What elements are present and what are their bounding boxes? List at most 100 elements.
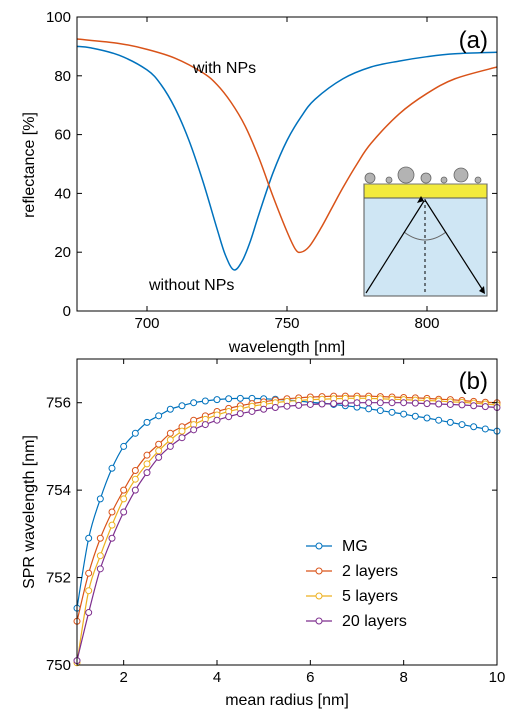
- data-point: [155, 412, 163, 420]
- panel-a-y-tick-label: 40: [54, 185, 71, 202]
- legend-marker-20-layers: [315, 617, 323, 625]
- panel-b-axes-box: [76, 358, 498, 666]
- panel-b-x-axis-label: mean radius [nm]: [225, 692, 349, 709]
- data-point: [388, 399, 396, 407]
- data-point: [271, 404, 279, 412]
- legend: MG 2 layers 5 layers 20 layers: [306, 538, 407, 630]
- panel-a-y-tick-label: 100: [46, 9, 71, 26]
- legend-label-5-layers: 5 layers: [342, 588, 398, 605]
- data-point: [120, 442, 128, 450]
- data-point: [131, 475, 139, 483]
- annotation-without-nps: without NPs: [148, 277, 234, 294]
- data-point: [190, 399, 198, 407]
- data-point: [143, 451, 151, 459]
- series-mg: [73, 394, 501, 612]
- panel-a-x-tick-label: 800: [414, 315, 439, 332]
- panel-b-x-tick-label: 10: [489, 669, 506, 686]
- data-point: [400, 399, 408, 407]
- panel-b-x-tick-label: 4: [213, 669, 221, 686]
- data-point: [248, 407, 256, 415]
- panel-b-y-axis-label: SPR wavelength [nm]: [21, 435, 38, 589]
- data-point: [318, 400, 326, 408]
- panel-a-y-axis-label: reflectance [%]: [21, 112, 38, 218]
- data-point: [411, 399, 419, 407]
- data-point: [85, 587, 93, 595]
- series-line-20-layers: [76, 402, 498, 661]
- series-2-layers: [73, 392, 501, 625]
- data-point: [458, 421, 466, 429]
- data-point: [236, 394, 244, 402]
- data-point: [435, 416, 443, 424]
- panel-a-y-tick-label: 80: [54, 68, 71, 85]
- data-point: [283, 402, 291, 410]
- series-line-with-nps: [77, 38, 497, 254]
- series-line-2-layers: [76, 395, 498, 622]
- data-point: [178, 434, 186, 442]
- data-point: [353, 399, 361, 407]
- panel-b-y-tick-label: 754: [46, 482, 71, 499]
- data-point: [143, 418, 151, 426]
- data-point: [330, 400, 338, 408]
- nanoparticle: [364, 172, 376, 184]
- reflected-arrowhead: [479, 286, 485, 294]
- data-point: [143, 460, 151, 468]
- reflected-beam: [424, 199, 485, 293]
- legend-label-2-layers: 2 layers: [342, 563, 398, 580]
- data-point: [120, 495, 128, 503]
- incident-arrowhead: [417, 196, 424, 203]
- panel-a-y-tick-label: 20: [54, 244, 71, 261]
- nanoparticle: [440, 176, 448, 184]
- data-point: [225, 395, 233, 403]
- series-5-layers: [73, 394, 501, 667]
- nanoparticle: [474, 176, 482, 184]
- legend-marker-2-layers: [315, 567, 323, 575]
- data-point: [190, 426, 198, 434]
- panel-b-y-tick-label: 752: [46, 570, 71, 587]
- nanoparticle: [453, 167, 469, 183]
- panel-a-y-tick-label: 60: [54, 127, 71, 144]
- data-point: [423, 414, 431, 422]
- legend-label-20-layers: 20 layers: [342, 613, 407, 630]
- panel-a-x-tick-label: 750: [274, 315, 299, 332]
- data-point: [131, 486, 139, 494]
- data-point: [236, 410, 244, 418]
- data-point: [155, 440, 163, 448]
- data-point: [435, 400, 443, 408]
- data-point: [201, 421, 209, 429]
- data-point: [213, 396, 221, 404]
- data-point: [143, 469, 151, 477]
- data-point: [120, 486, 128, 494]
- data-point: [446, 400, 454, 408]
- data-point: [306, 400, 314, 408]
- panel-a-plot-area: 700 750 800 0 20 40 60 80 100: [46, 9, 498, 332]
- data-point: [481, 425, 489, 433]
- data-point: [458, 401, 466, 409]
- series-20-layers: [73, 399, 501, 665]
- panel-b-x-tick-label: 8: [399, 669, 407, 686]
- data-point: [400, 410, 408, 418]
- panel-b-y-tick-label: 756: [46, 395, 71, 412]
- prism-inset: [363, 166, 488, 297]
- series-line-mg: [76, 397, 498, 609]
- data-point: [96, 534, 104, 542]
- data-point: [120, 508, 128, 516]
- data-point: [178, 427, 186, 435]
- data-point: [108, 464, 116, 472]
- data-point: [388, 408, 396, 416]
- data-point: [376, 407, 384, 415]
- panel-a-x-tick-label: 700: [134, 315, 159, 332]
- data-point: [178, 402, 186, 410]
- data-point: [213, 416, 221, 424]
- data-point: [166, 436, 174, 444]
- data-point: [481, 403, 489, 411]
- annotation-with-nps: with NPs: [192, 60, 256, 77]
- data-point: [201, 397, 209, 405]
- panel-a-x-axis-label: wavelength [nm]: [228, 339, 346, 356]
- data-point: [108, 521, 116, 529]
- nanoparticle: [385, 176, 393, 184]
- data-point: [96, 495, 104, 503]
- data-point: [85, 534, 93, 542]
- data-point: [155, 447, 163, 455]
